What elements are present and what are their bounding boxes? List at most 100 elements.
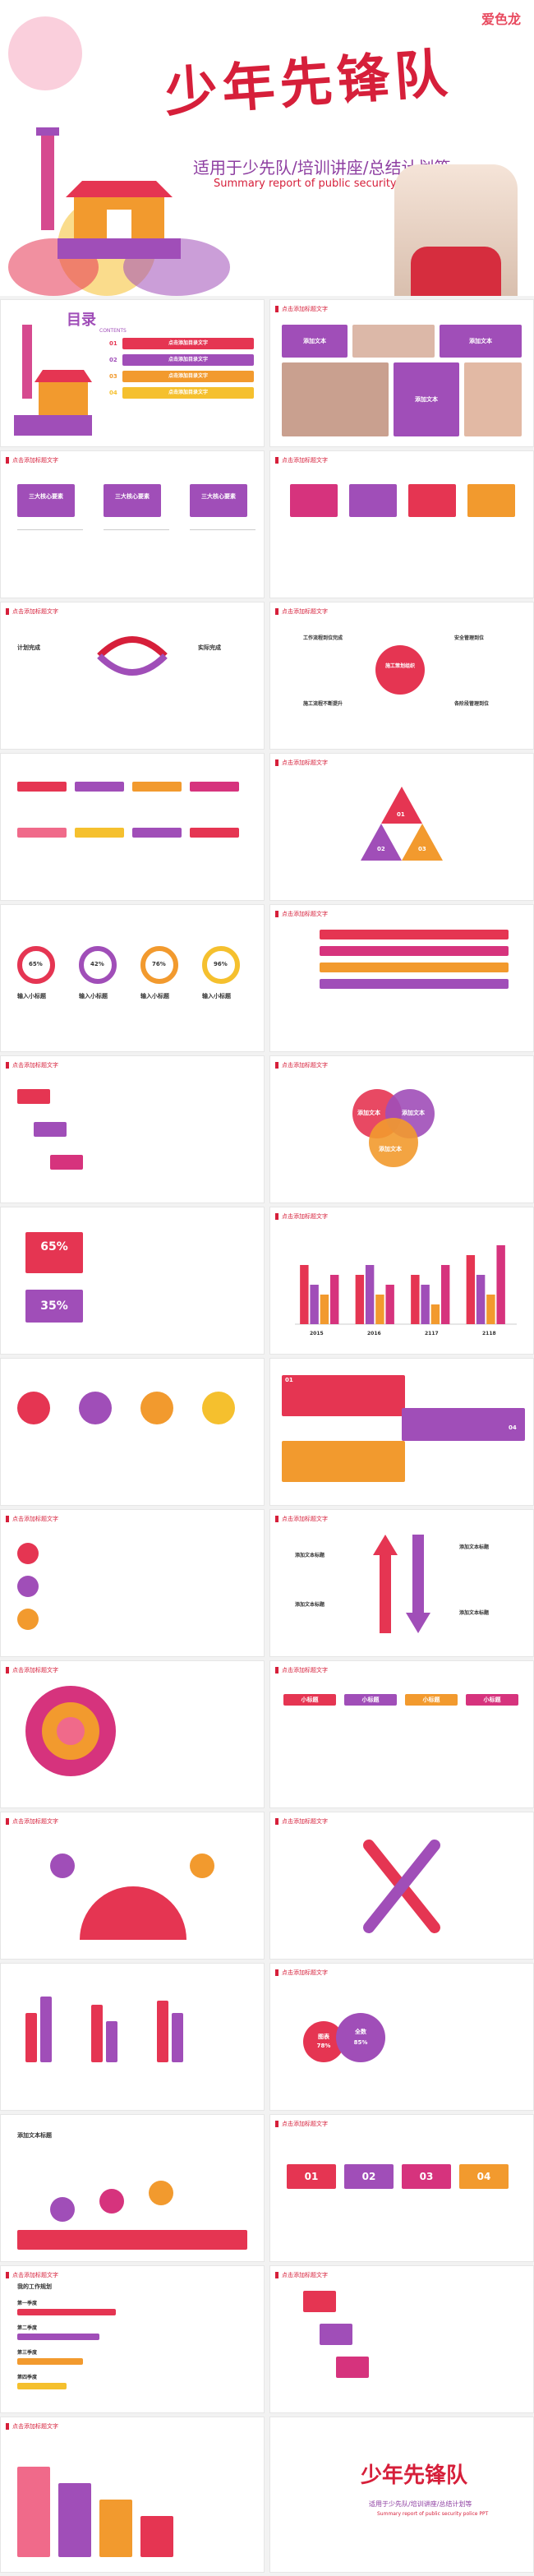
stair-node bbox=[149, 2181, 173, 2205]
cross-graphic bbox=[363, 1840, 440, 1933]
slide-numbered-boxes[interactable]: 01 04 bbox=[269, 1358, 534, 1506]
final-column bbox=[140, 2516, 173, 2557]
work-item: 安全管理到位 bbox=[454, 635, 485, 641]
slide-final-bars[interactable]: 点击添加标题文字 bbox=[0, 2417, 265, 2573]
slide-tags-grid[interactable] bbox=[0, 753, 265, 901]
center-label: 施工策划组织 bbox=[384, 663, 415, 669]
chart-bar bbox=[411, 1275, 420, 1324]
text-box: 添加文本 bbox=[394, 362, 459, 436]
slide-toc[interactable]: 目录 CONTENTS 点击添加目录文字 点击添加目录文字 点击添加目录文字 点… bbox=[0, 299, 265, 447]
slide-progress-list[interactable]: 点击添加标题文字 我的工作规划 第一季度 第二季度 第三季度 第四季度 bbox=[0, 2265, 265, 2413]
center-circle bbox=[375, 645, 425, 695]
triangle-graphic bbox=[361, 787, 443, 861]
slide-photos[interactable]: 点击添加标题文字 添加文本 添加文本 添加文本 bbox=[269, 299, 534, 447]
progress-ring bbox=[17, 946, 55, 984]
final-subtitle: 适用于少先队/培训讲座/总结计划等 bbox=[369, 2500, 472, 2508]
slide-callouts[interactable]: 点击添加标题文字 bbox=[0, 1055, 265, 1203]
progress-value: 42% bbox=[90, 961, 104, 967]
brand-logo: 爱色龙 bbox=[481, 12, 521, 27]
slide-venn[interactable]: 点击添加标题文字 添加文本 添加文本 添加文本 bbox=[269, 1055, 534, 1203]
slide-speech-list[interactable]: 点击添加标题文字 bbox=[0, 1509, 265, 1657]
toc-subtitle: CONTENTS bbox=[99, 328, 127, 334]
progress-bar bbox=[17, 2309, 116, 2315]
slide-semicircle[interactable]: 点击添加标题文字 bbox=[0, 1812, 265, 1960]
slide-column-chart[interactable] bbox=[0, 1963, 265, 2111]
slide-up-down-arrows[interactable]: 点击添加标题文字 添加文本标题 添加文本标题 添加文本标题 添加文本标题 bbox=[269, 1509, 534, 1657]
toc-item-bar[interactable]: 点击添加目录文字 bbox=[122, 371, 254, 382]
chart-bar bbox=[496, 1245, 505, 1324]
tag bbox=[17, 828, 67, 838]
x-tick: 2015 bbox=[310, 1331, 324, 1336]
slide-bar-chart[interactable]: 点击添加标题文字 2015 2016 2117 2118 bbox=[269, 1207, 534, 1355]
text-line bbox=[190, 529, 255, 530]
column bbox=[172, 2013, 183, 2062]
slide-header: 点击添加标题文字 bbox=[275, 2271, 328, 2279]
chart-bar bbox=[385, 1285, 394, 1324]
icon-tab[interactable] bbox=[408, 484, 456, 517]
slide-progress-rings[interactable]: 65% 42% 76% 96% 输入小标题 输入小标题 输入小标题 输入小标题 bbox=[0, 904, 265, 1052]
slide-tabs-right[interactable]: 点击添加标题文字 bbox=[269, 2265, 534, 2413]
slide-steps[interactable] bbox=[0, 1358, 265, 1506]
element-box: 三大核心要素 bbox=[17, 484, 75, 517]
box-num: 04 bbox=[509, 1424, 517, 1431]
venn-label: 添加文本 bbox=[357, 1110, 380, 1116]
slide-three-elements[interactable]: 点击添加标题文字 三大核心要素 三大核心要素 三大核心要素 bbox=[0, 450, 265, 598]
icon-tab[interactable] bbox=[290, 484, 338, 517]
slide-final-cover[interactable]: 少年先锋队 适用于少先队/培训讲座/总结计划等 Summary report o… bbox=[269, 2417, 534, 2573]
progress-ring bbox=[79, 946, 117, 984]
arrow-step: 02 bbox=[344, 2164, 394, 2189]
arrow-step: 03 bbox=[402, 2164, 451, 2189]
nested-ring bbox=[57, 1717, 85, 1745]
work-item: 工作流程到位完成 bbox=[303, 635, 343, 641]
venn-label: 添加文本 bbox=[402, 1110, 425, 1116]
slide-thumbnail-grid: 目录 CONTENTS 点击添加目录文字 点击添加目录文字 点击添加目录文字 点… bbox=[0, 296, 534, 2417]
slide-stacked-bars[interactable]: 点击添加标题文字 bbox=[269, 904, 534, 1052]
donut-label: 全数 bbox=[355, 2029, 366, 2035]
slide-header: 点击添加标题文字 bbox=[275, 1212, 328, 1221]
toc-num: 04 bbox=[109, 390, 117, 396]
slide-donuts[interactable]: 点击添加标题文字 图表 78% 全数 85% bbox=[269, 1963, 534, 2111]
toc-item-bar[interactable]: 点击添加目录文字 bbox=[122, 338, 254, 349]
progress-label: 输入小标题 bbox=[17, 993, 46, 999]
slide-header: 点击添加标题文字 bbox=[275, 2120, 328, 2128]
toc-item-bar[interactable]: 点击添加目录文字 bbox=[122, 354, 254, 366]
slide-arrow-steps[interactable]: 点击添加标题文字 01 02 03 04 bbox=[269, 2114, 534, 2262]
toc-item-bar[interactable]: 点击添加目录文字 bbox=[122, 387, 254, 399]
chart-bar bbox=[440, 1265, 450, 1324]
slide-cross[interactable]: 点击添加标题文字 bbox=[269, 1812, 534, 1960]
bullet-circle bbox=[17, 1609, 39, 1630]
list-bar bbox=[320, 930, 509, 939]
side-tab bbox=[336, 2357, 369, 2378]
hero-title: 少年先锋队 bbox=[163, 42, 454, 125]
slide-nested-rings[interactable]: 点击添加标题文字 bbox=[0, 1660, 265, 1808]
slide-triangle[interactable]: 点击添加标题文字 01 02 03 bbox=[269, 753, 534, 901]
numbered-box bbox=[282, 1375, 405, 1416]
text-box: 添加文本 bbox=[282, 325, 348, 358]
slide-column-tags[interactable]: 点击添加标题文字 小标题 小标题 小标题 小标题 bbox=[269, 1660, 534, 1808]
list-item-label: 第三季度 bbox=[17, 2350, 38, 2356]
slide-plan-vs-actual[interactable]: 点击添加标题文字 计划完成 实际完成 bbox=[0, 602, 265, 750]
arrow-step: 01 bbox=[287, 2164, 336, 2189]
chart-bar bbox=[421, 1285, 430, 1324]
x-tick: 2117 bbox=[425, 1331, 439, 1336]
stair-node bbox=[99, 2189, 124, 2214]
toc-num: 01 bbox=[109, 340, 117, 347]
work-item: 施工流程不断提升 bbox=[303, 701, 343, 707]
slide-percent[interactable]: 65% 35% bbox=[0, 1207, 265, 1355]
final-subtitle-en: Summary report of public security police… bbox=[377, 2511, 489, 2517]
slide-work-center[interactable]: 点击添加标题文字 施工策划组织 工作流程到位完成 安全管理到位 施工流程不断提升… bbox=[269, 602, 534, 750]
tag bbox=[190, 782, 239, 792]
chart-bar bbox=[365, 1265, 375, 1324]
photo-placeholder bbox=[282, 362, 389, 436]
slide-header: 点击添加标题文字 bbox=[275, 1666, 328, 1674]
arrow-label: 添加文本标题 bbox=[459, 1544, 490, 1550]
slide-staircase[interactable]: 添加文本标题 bbox=[0, 2114, 265, 2262]
icon-tab[interactable] bbox=[349, 484, 397, 517]
slide-icon-tabs[interactable]: 点击添加标题文字 bbox=[269, 450, 534, 598]
numbered-box bbox=[402, 1408, 525, 1441]
slide-header: 点击添加标题文字 bbox=[6, 2422, 58, 2431]
tag bbox=[75, 782, 124, 792]
icon-tab[interactable] bbox=[467, 484, 515, 517]
list-bar bbox=[320, 946, 509, 956]
